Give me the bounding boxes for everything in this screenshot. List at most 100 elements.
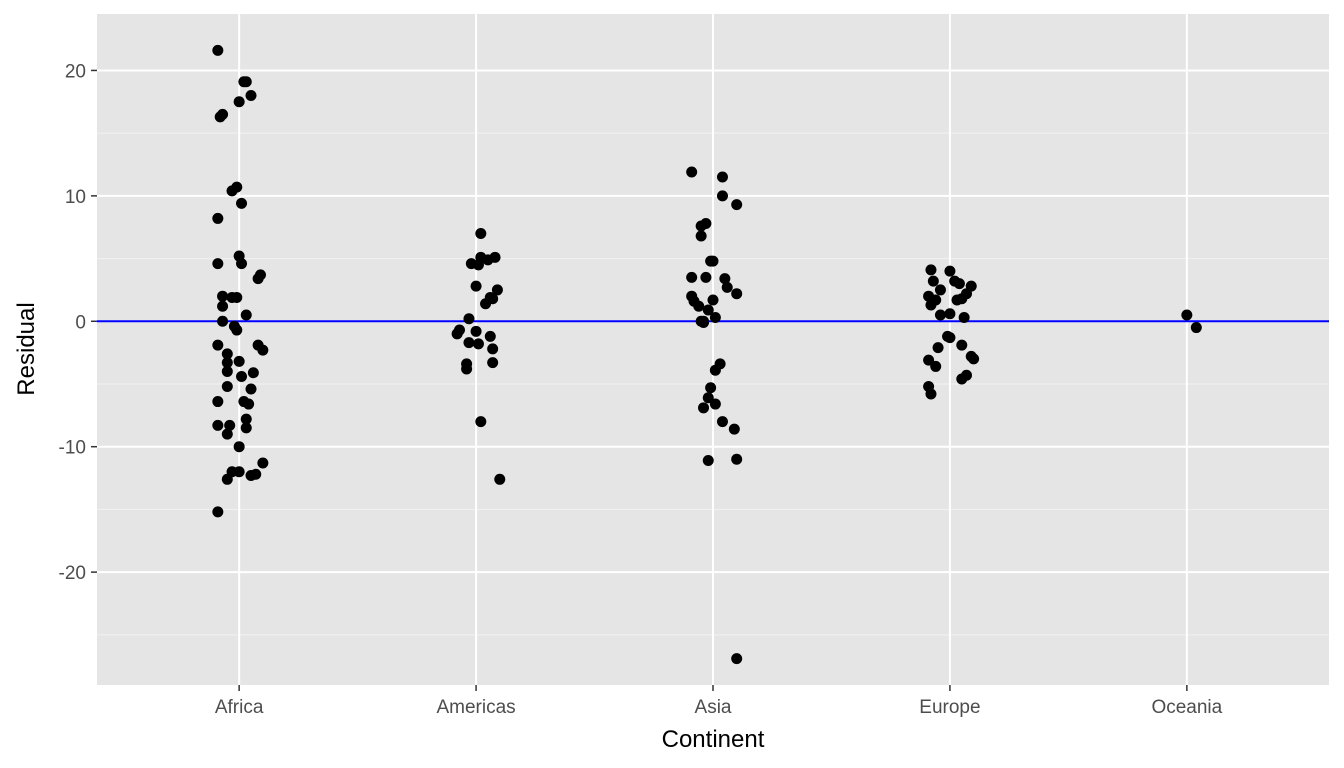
- data-point: [934, 284, 946, 296]
- data-point: [233, 355, 245, 367]
- data-point: [930, 360, 942, 372]
- data-point: [231, 181, 243, 193]
- data-point: [700, 217, 712, 229]
- data-point: [494, 473, 506, 485]
- data-point: [716, 171, 728, 183]
- data-point: [470, 280, 482, 292]
- data-point: [487, 357, 499, 369]
- data-point: [487, 343, 499, 355]
- data-point: [472, 338, 484, 350]
- data-point: [716, 190, 728, 202]
- data-point: [956, 373, 968, 385]
- y-axis-title: Residual: [13, 302, 40, 395]
- data-point: [958, 312, 970, 324]
- data-point: [707, 255, 719, 267]
- data-point: [243, 398, 255, 410]
- x-axis-title: Continent: [662, 726, 765, 753]
- data-point: [240, 309, 252, 321]
- data-points: [212, 44, 1202, 665]
- data-point: [221, 380, 233, 392]
- data-point: [236, 197, 248, 209]
- data-point: [212, 396, 224, 408]
- data-point: [686, 271, 698, 283]
- data-point: [240, 76, 252, 88]
- data-point: [217, 300, 229, 312]
- data-point: [731, 653, 743, 665]
- x-tick-label: Asia: [695, 697, 732, 718]
- data-point: [212, 44, 224, 56]
- data-point: [463, 313, 475, 325]
- data-point: [224, 419, 236, 431]
- data-point: [212, 506, 224, 518]
- data-point: [702, 304, 714, 316]
- data-point: [968, 353, 980, 365]
- data-point: [716, 416, 728, 428]
- data-point: [731, 288, 743, 300]
- data-point: [221, 365, 233, 377]
- data-point: [257, 344, 269, 356]
- data-point: [212, 212, 224, 224]
- y-axis-ticks: -20 -10 0 10 20: [59, 61, 97, 584]
- data-point: [482, 254, 494, 266]
- data-point: [480, 298, 492, 310]
- x-tick-label: Africa: [215, 697, 264, 718]
- data-point: [702, 392, 714, 404]
- data-point: [925, 299, 937, 311]
- data-point: [245, 90, 257, 102]
- data-point: [944, 265, 956, 277]
- data-point: [221, 473, 233, 485]
- data-point: [247, 367, 259, 379]
- data-point: [944, 308, 956, 320]
- data-point: [245, 470, 257, 482]
- data-point: [925, 264, 937, 276]
- data-point: [700, 271, 712, 283]
- data-point: [236, 370, 248, 382]
- data-point: [484, 330, 496, 342]
- data-point: [719, 273, 731, 285]
- data-point: [217, 315, 229, 327]
- data-point: [472, 259, 484, 271]
- y-tick-label: -20: [59, 563, 86, 584]
- data-point: [705, 382, 717, 394]
- data-point: [463, 337, 475, 349]
- data-point: [693, 300, 705, 312]
- data-point: [212, 339, 224, 351]
- data-point: [698, 402, 710, 414]
- data-point: [702, 454, 714, 466]
- data-point: [231, 291, 243, 303]
- data-point: [709, 312, 721, 324]
- x-tick-label: Americas: [436, 697, 515, 718]
- data-point: [491, 284, 503, 296]
- data-point: [221, 357, 233, 369]
- data-point: [1190, 322, 1202, 334]
- data-point: [240, 413, 252, 425]
- x-tick-label: Europe: [919, 697, 980, 718]
- data-point: [470, 325, 482, 337]
- data-point: [236, 258, 248, 270]
- data-point: [212, 419, 224, 431]
- data-point: [731, 199, 743, 211]
- data-point: [475, 416, 487, 428]
- data-point: [698, 315, 710, 327]
- data-point: [451, 328, 463, 340]
- y-tick-label: 20: [65, 61, 86, 82]
- data-point: [475, 227, 487, 239]
- data-point: [217, 108, 229, 120]
- y-tick-label: -10: [59, 438, 86, 459]
- data-point: [231, 324, 243, 336]
- data-point: [925, 388, 937, 400]
- data-point: [956, 339, 968, 351]
- data-point: [934, 309, 946, 321]
- data-point: [1181, 309, 1193, 321]
- data-point: [695, 230, 707, 242]
- data-point: [707, 294, 719, 306]
- data-point: [927, 275, 939, 287]
- data-point: [461, 363, 473, 375]
- data-point: [217, 290, 229, 302]
- data-point: [953, 278, 965, 290]
- data-point: [221, 348, 233, 360]
- data-point: [233, 441, 245, 453]
- data-point: [257, 457, 269, 469]
- data-point: [923, 354, 935, 366]
- data-point: [731, 453, 743, 465]
